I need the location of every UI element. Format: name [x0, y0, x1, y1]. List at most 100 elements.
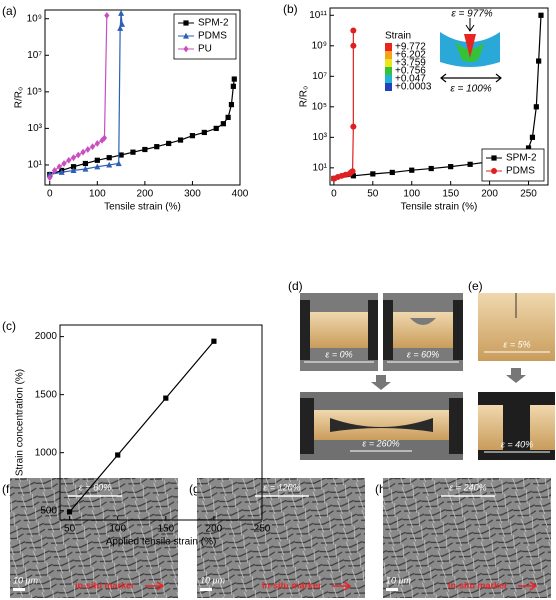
x-tick-label: 150: [442, 189, 459, 200]
scale-bar: [386, 588, 398, 591]
marker: [448, 164, 454, 170]
marker: [213, 125, 219, 131]
down-arrow: [371, 375, 391, 390]
series-line: [69, 340, 215, 513]
marker-arrow: [145, 581, 165, 591]
strain-label: ε = 120%: [263, 482, 300, 492]
photo-panel-d: (d) ε = 0% ε = 60% ε = 260%: [288, 279, 463, 460]
marker: [189, 133, 196, 139]
scale-label: 10 μm: [200, 575, 225, 585]
marker: [115, 452, 121, 458]
inset-annotation: ε = 100%: [450, 84, 491, 95]
marker-label: in-situ marker: [75, 580, 135, 590]
x-axis-label: Tensile strain (%): [104, 202, 181, 213]
marker: [117, 25, 124, 31]
marker: [389, 169, 395, 176]
y-tick-label: 10⁵: [312, 101, 327, 112]
marker: [529, 134, 536, 140]
marker: [104, 12, 110, 19]
clamp: [449, 398, 463, 454]
y-tick-label: 10⁷: [312, 71, 327, 82]
marker: [118, 10, 125, 16]
legend-box: [481, 148, 545, 182]
x-tick-label: 150: [157, 524, 174, 535]
marker: [163, 395, 169, 401]
colorbar-band: [385, 83, 392, 91]
y-axis-label: R/R₀: [299, 86, 310, 107]
marker-label: in-situ marker: [448, 580, 508, 590]
notch: [330, 418, 433, 432]
marker: [94, 157, 100, 163]
marker: [533, 104, 539, 110]
plot-frame: [59, 324, 263, 521]
inset-crack: [464, 34, 476, 58]
down-arrow: [506, 368, 526, 383]
panel-label: (f): [2, 482, 13, 496]
x-tick-label: 100: [89, 189, 106, 200]
y-tick-label: 10¹: [313, 162, 328, 173]
y-tick-label: 10³: [28, 123, 43, 134]
marker: [491, 155, 497, 161]
x-axis-label: Tensile strain (%): [401, 202, 478, 213]
chart: (a) 0 100 200 300 400 10¹ 10³ 10⁵ 10⁷ 10⁹ Tensile s…: [2, 4, 249, 212]
x-tick-label: 0: [331, 189, 337, 200]
panel-label: (d): [288, 279, 303, 293]
legend-label: PU: [198, 44, 212, 55]
marker: [349, 168, 356, 175]
clamp: [300, 300, 310, 360]
panel-label: (c): [2, 319, 16, 333]
panel-label: (b): [283, 2, 298, 16]
marker: [467, 161, 473, 167]
photo: [197, 478, 365, 598]
marker: [58, 169, 65, 175]
scale-label: 10 μm: [13, 575, 38, 585]
clamp: [383, 300, 393, 360]
marker: [70, 164, 77, 170]
y-tick-label: 1500: [35, 389, 58, 400]
chart: (c) 50 100 150 200 250 500 1000 1500 2000 Applied …: [2, 319, 271, 547]
series-line: [333, 15, 542, 180]
photo-label: ε = 260%: [362, 438, 399, 448]
scale-bar: [13, 588, 25, 591]
y-tick-label: 2000: [35, 331, 58, 342]
legend-label: PDMS: [198, 31, 227, 42]
photo-label: ε = 5%: [503, 339, 530, 349]
marker: [228, 102, 235, 108]
marker: [220, 121, 226, 127]
marker: [94, 140, 100, 147]
strain-label: ε = 60%: [79, 482, 111, 492]
x-tick-label: 0: [47, 189, 53, 200]
colorbar-label: +6.202: [395, 50, 426, 61]
sem-panels: (f) ε = 60%10 μm in-situ marker(g) ε = 120%…: [2, 478, 551, 598]
marker: [231, 76, 237, 82]
marker: [428, 165, 434, 172]
marker: [67, 509, 73, 515]
marker: [211, 338, 217, 344]
marker: [142, 146, 148, 153]
photo: [383, 478, 551, 598]
photo-label: ε = 40%: [501, 439, 533, 449]
photo-label: ε = 0%: [325, 349, 352, 359]
x-tick-label: 50: [64, 524, 76, 535]
series-line: [49, 78, 235, 176]
marker: [183, 45, 189, 53]
x-tick-label: 200: [481, 189, 498, 200]
x-tick-label: 400: [232, 189, 249, 200]
legend-label: PDMS: [506, 166, 535, 177]
y-axis-label: R/R₀: [14, 87, 25, 108]
y-tick-label: 10⁷: [27, 50, 42, 61]
marker: [183, 20, 189, 26]
chart: (b) 0 50 100 150 200 250 10¹ 10³ 10⁵ 10⁷ 10⁹ 10¹¹ Ten…: [283, 2, 549, 213]
marker: [154, 144, 160, 150]
y-tick-label: 1000: [35, 447, 58, 458]
marker: [166, 140, 172, 147]
x-tick-label: 100: [109, 524, 126, 535]
marker: [66, 156, 72, 164]
marker: [56, 163, 62, 171]
legend-label: SPM-2: [198, 18, 229, 29]
colorbar-band: [385, 51, 392, 59]
y-axis-label: Strain concentration (%): [15, 369, 26, 476]
marker: [82, 160, 89, 167]
marker: [106, 161, 113, 168]
